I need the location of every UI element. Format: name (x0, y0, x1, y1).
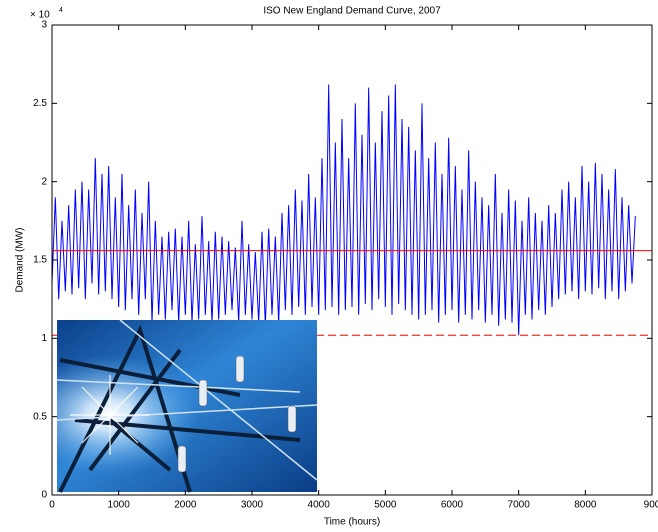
x-tick-label: 0 (49, 500, 55, 511)
x-tick-label: 4000 (308, 500, 331, 511)
y-tick-label: 3 (41, 20, 47, 31)
x-tick-label: 8000 (574, 500, 597, 511)
y-tick-label: 0.5 (33, 411, 47, 422)
x-axis-label: Time (hours) (324, 517, 380, 528)
x-tick-label: 7000 (508, 500, 531, 511)
x-tick-label: 3000 (241, 500, 264, 511)
y-tick-label: 2.5 (33, 98, 47, 109)
y-multiplier: × 10 (30, 10, 50, 21)
y-tick-label: 1.5 (33, 255, 47, 266)
y-tick-label: 0 (41, 490, 47, 501)
x-tick-label: 6000 (441, 500, 464, 511)
inset-photo (56, 319, 318, 493)
y-tick-label: 1 (41, 333, 47, 344)
x-tick-label: 5000 (374, 500, 397, 511)
x-tick-label: 1000 (108, 500, 131, 511)
chart-title: ISO New England Demand Curve, 2007 (263, 6, 441, 17)
demand-line (51, 84, 636, 336)
x-tick-label: 900 (644, 500, 658, 511)
y-multiplier-power: 4 (59, 7, 63, 14)
x-tick-label: 2000 (174, 500, 197, 511)
y-axis-label: Demand (MW) (15, 227, 26, 292)
y-tick-label: 2 (41, 176, 47, 187)
